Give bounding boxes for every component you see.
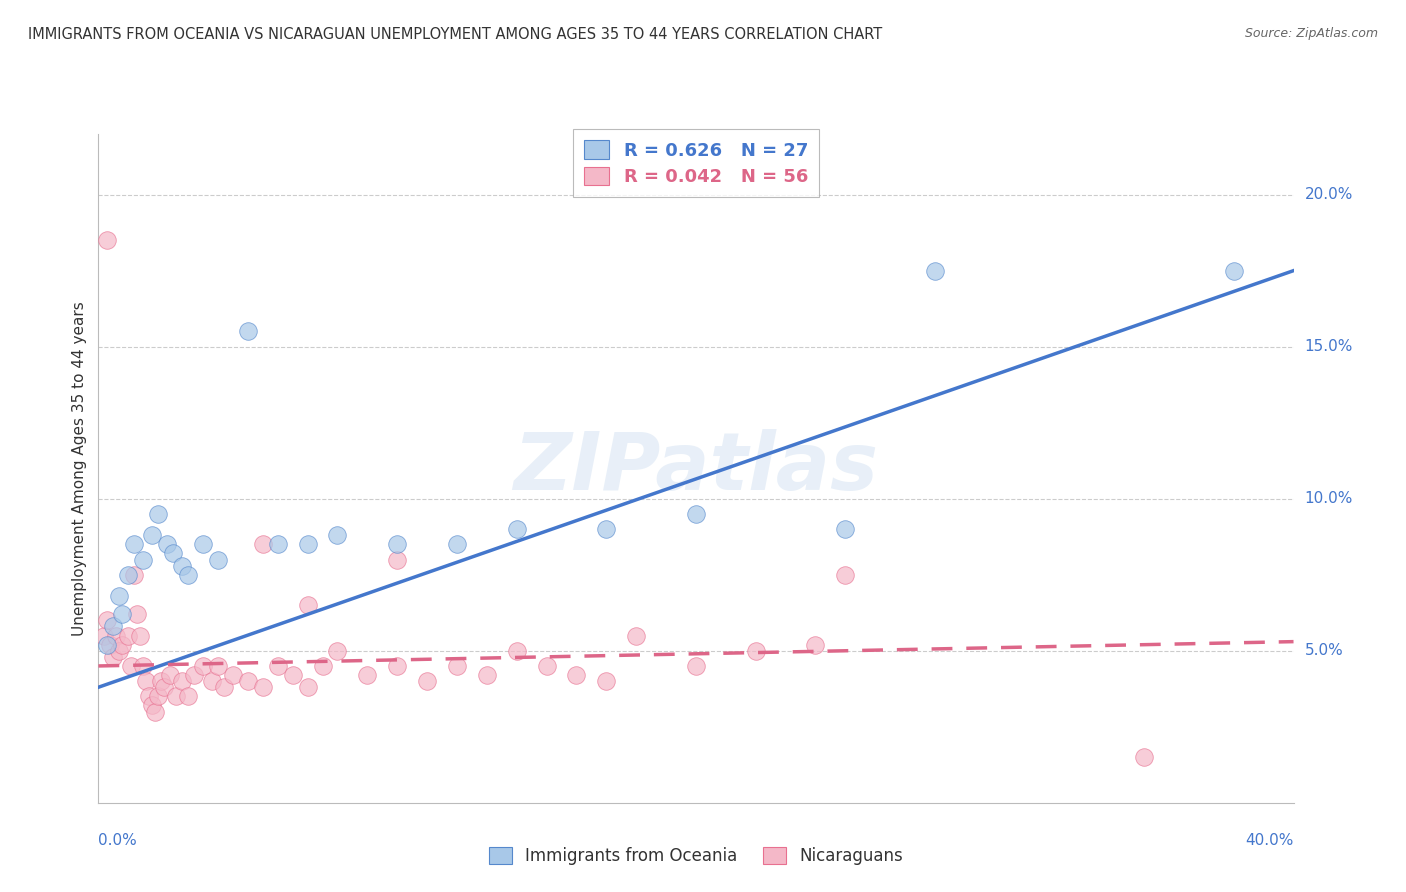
Point (141, 698, 163, 713)
Point (103, 649, 125, 664)
Point (108, 644, 131, 658)
Point (127, 607, 149, 622)
Point (96, 613, 118, 627)
Point (141, 528, 163, 542)
Text: 40.0%: 40.0% (1246, 833, 1294, 848)
Point (385, 552, 409, 566)
Point (207, 659, 229, 673)
Point (1222, 263, 1246, 277)
Point (222, 668, 245, 682)
Point (117, 628, 139, 642)
Text: Source: ZipAtlas.com: Source: ZipAtlas.com (1244, 27, 1378, 40)
Point (201, 674, 224, 689)
Point (297, 598, 319, 612)
Point (103, 619, 125, 633)
Point (156, 537, 179, 551)
Point (385, 537, 409, 551)
Point (138, 690, 160, 704)
Point (536, 659, 558, 673)
Point (96, 233, 118, 247)
Point (506, 522, 529, 536)
Point (565, 668, 588, 682)
Point (252, 537, 274, 551)
Point (326, 528, 349, 542)
Text: 15.0%: 15.0% (1305, 339, 1353, 354)
Point (108, 589, 131, 603)
Point (506, 644, 529, 658)
Point (297, 537, 319, 551)
Point (162, 546, 184, 560)
Point (129, 628, 152, 642)
Point (165, 690, 187, 704)
Point (236, 325, 259, 339)
Point (148, 507, 170, 521)
Point (143, 705, 166, 719)
Point (124, 567, 146, 582)
Point (177, 567, 200, 582)
Point (159, 668, 181, 682)
Point (117, 567, 139, 582)
Point (172, 674, 194, 689)
Point (96, 638, 118, 652)
Point (685, 659, 707, 673)
Point (356, 668, 378, 682)
Text: 5.0%: 5.0% (1305, 643, 1343, 658)
Point (595, 674, 617, 689)
Point (475, 668, 498, 682)
Point (236, 674, 259, 689)
Point (93, 628, 115, 642)
Point (191, 659, 214, 673)
Point (446, 659, 468, 673)
Point (252, 680, 274, 694)
Point (297, 680, 319, 694)
Point (385, 659, 409, 673)
Legend: Immigrants from Oceania, Nicaraguans: Immigrants from Oceania, Nicaraguans (479, 837, 912, 875)
Point (281, 668, 304, 682)
Text: ZIPatlas: ZIPatlas (513, 429, 879, 508)
Point (98, 638, 122, 652)
Point (111, 607, 134, 622)
Point (105, 628, 128, 642)
Text: 0.0%: 0.0% (98, 833, 138, 848)
Point (177, 690, 200, 704)
Point (1133, 750, 1156, 764)
Point (326, 644, 349, 658)
Point (267, 659, 290, 673)
Point (446, 537, 468, 551)
Point (685, 507, 707, 521)
Point (120, 659, 142, 673)
Point (212, 680, 235, 694)
Point (595, 522, 617, 536)
Y-axis label: Unemployment Among Ages 35 to 44 years: Unemployment Among Ages 35 to 44 years (72, 301, 87, 636)
Point (172, 558, 194, 573)
Point (834, 567, 856, 582)
Point (135, 674, 157, 689)
Point (183, 668, 205, 682)
Text: IMMIGRANTS FROM OCEANIA VS NICARAGUAN UNEMPLOYMENT AMONG AGES 35 TO 44 YEARS COR: IMMIGRANTS FROM OCEANIA VS NICARAGUAN UN… (28, 27, 883, 42)
Point (624, 628, 647, 642)
Text: 20.0%: 20.0% (1305, 187, 1353, 202)
Point (745, 644, 768, 658)
Point (153, 680, 176, 694)
Point (111, 638, 134, 652)
Point (132, 552, 155, 566)
Point (834, 522, 856, 536)
Point (924, 263, 946, 277)
Point (132, 659, 155, 673)
Point (150, 674, 173, 689)
Point (416, 674, 439, 689)
Point (124, 537, 146, 551)
Point (207, 552, 229, 566)
Point (311, 659, 333, 673)
Text: 10.0%: 10.0% (1305, 491, 1353, 506)
Point (267, 537, 290, 551)
Point (804, 638, 827, 652)
Point (148, 690, 170, 704)
Point (191, 537, 214, 551)
